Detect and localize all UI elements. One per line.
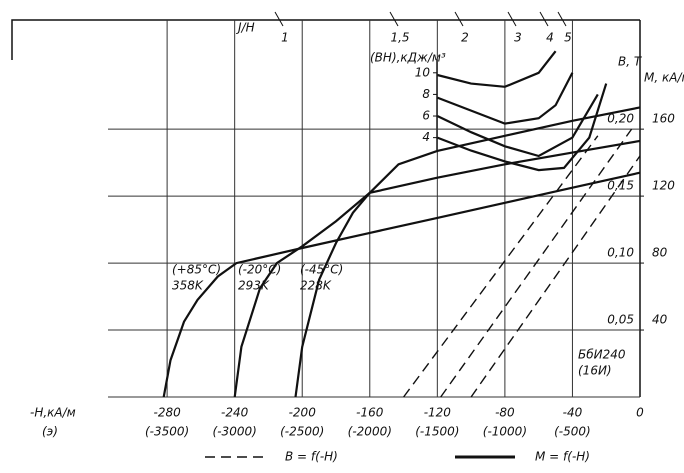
annotation: БбИ240 [578,348,626,362]
y-tick-label: 0,15 [607,179,634,193]
load-line-label: 2 [461,31,469,45]
x-axis-label: -Н,кА/м [30,406,76,420]
annotation: (+85°C) [172,263,221,277]
annotation: 358K [172,279,204,293]
x-tick-label: -40 [563,406,583,420]
frame [11,19,640,60]
y3-tick-label: 4 [422,130,430,144]
x-tick-label: -80 [495,406,515,420]
load-line-label: 4 [546,31,554,45]
x-tick-label: -280 [153,406,181,420]
x2-tick-label: (-2500) [280,425,324,439]
x2-tick-label: (-3500) [145,425,189,439]
x-tick-label: 0 [636,406,644,420]
x-tick-label: -160 [356,406,384,420]
y2-axis-label: M, кА/м [644,71,684,85]
chart-title: J/H [236,21,255,35]
legend-label: B = f(-H) [285,450,338,464]
x2-tick-label: (-1500) [415,425,459,439]
y3-axis-label: (BH),кДж/м³ [370,51,446,65]
load-line-tick [389,11,399,27]
curve [436,83,608,172]
annotation: (-45°C) [300,263,343,277]
load-line-label: 1,5 [390,31,409,45]
annotation: (16И) [578,364,612,378]
load-line-tick [557,11,567,27]
curve [436,93,599,158]
load-line-tick [539,11,549,27]
curve [470,155,641,398]
y2-tick-label: 120 [652,179,675,193]
y-tick-label: 0,20 [607,112,634,126]
x-tick-label: -120 [424,406,452,420]
y3-tick-label: 6 [422,109,430,123]
annotation: 228K [300,279,332,293]
y3-tick-label: 10 [415,65,431,79]
x-tick-label: -240 [221,406,249,420]
load-line-label: 1 [281,31,289,45]
y-axis-label: B, T [618,55,643,69]
y2-tick-label: 80 [652,246,668,260]
x2-axis-label: (э) [42,425,58,439]
x2-tick-label: (-500) [554,425,591,439]
y-tick-label: 0,05 [607,313,634,327]
y2-tick-label: 160 [652,112,675,126]
load-line-tick [507,11,517,27]
load-line-label: 3 [514,31,522,45]
load-line-tick [454,11,464,27]
curve [233,139,641,398]
curve [294,106,641,398]
load-line-tick [274,11,284,27]
annotation: 293K [238,279,270,293]
curve [403,135,599,398]
x-tick-label: -200 [289,406,317,420]
curve [437,50,557,88]
curve [440,128,633,398]
legend-label: M = f(-H) [535,450,590,464]
load-line-label: 5 [564,31,572,45]
x2-tick-label: (-2000) [348,425,392,439]
y3-tick-label: 8 [422,87,430,101]
y-tick-label: 0,10 [607,246,634,260]
x2-tick-label: (-1000) [483,425,527,439]
curve [162,171,641,398]
curve [436,72,574,125]
annotation: (-20°C) [238,263,281,277]
y2-tick-label: 40 [652,313,668,327]
x2-tick-label: (-3000) [213,425,257,439]
